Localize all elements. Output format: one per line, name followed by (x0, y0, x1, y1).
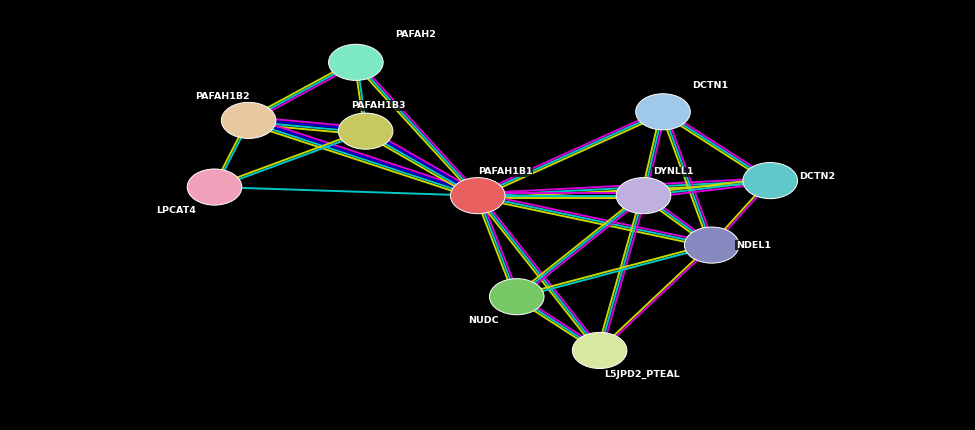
Ellipse shape (684, 227, 739, 263)
Ellipse shape (743, 163, 798, 199)
Text: L5JPD2_PTEAL: L5JPD2_PTEAL (604, 369, 681, 379)
Text: PAFAH1B3: PAFAH1B3 (351, 101, 406, 110)
Text: PAFAH1B1: PAFAH1B1 (478, 168, 532, 176)
Ellipse shape (489, 279, 544, 315)
Ellipse shape (616, 178, 671, 214)
Ellipse shape (338, 113, 393, 149)
Text: NUDC: NUDC (468, 316, 498, 325)
Ellipse shape (450, 178, 505, 214)
Ellipse shape (187, 169, 242, 205)
Text: DYNLL1: DYNLL1 (653, 168, 694, 176)
Text: PAFAH1B2: PAFAH1B2 (195, 92, 250, 101)
Ellipse shape (572, 332, 627, 369)
Text: DCTN2: DCTN2 (800, 172, 836, 181)
Text: LPCAT4: LPCAT4 (156, 206, 196, 215)
Ellipse shape (329, 44, 383, 80)
Text: DCTN1: DCTN1 (692, 82, 728, 90)
Text: NDEL1: NDEL1 (736, 241, 771, 249)
Ellipse shape (636, 94, 690, 130)
Ellipse shape (221, 102, 276, 138)
Text: PAFAH2: PAFAH2 (395, 30, 436, 39)
